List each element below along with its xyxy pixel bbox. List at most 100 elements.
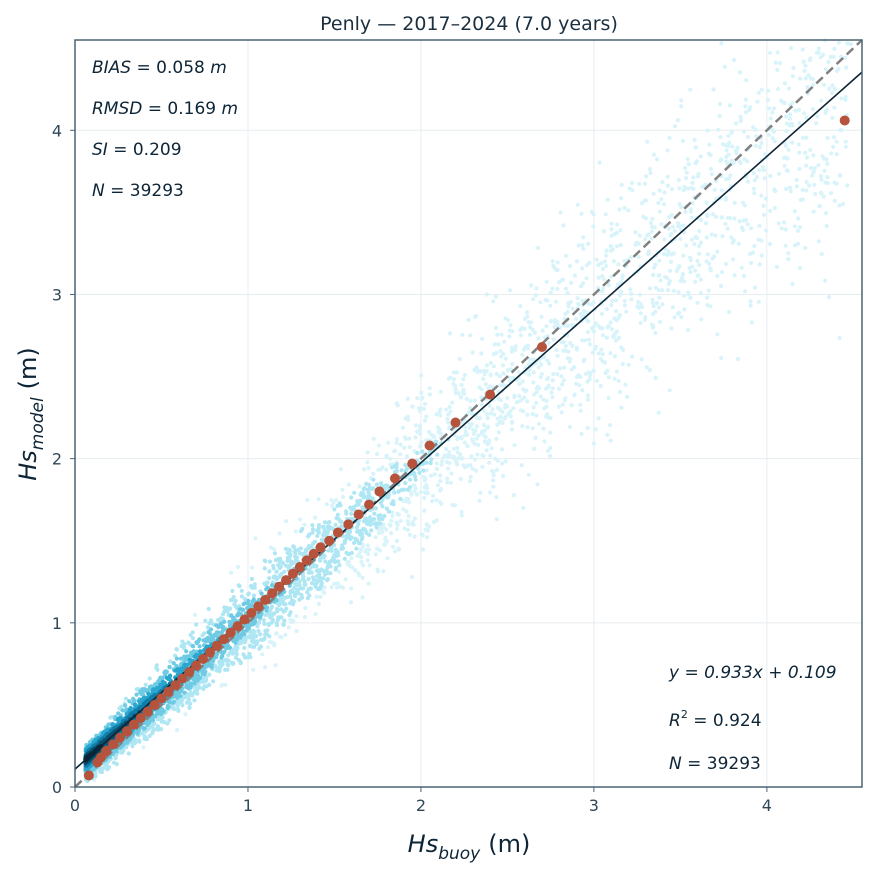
density-point	[611, 259, 617, 264]
density-point	[349, 556, 354, 561]
density-point	[499, 332, 504, 337]
density-point	[684, 170, 689, 175]
density-point	[371, 471, 376, 476]
density-point	[155, 667, 160, 672]
density-point	[612, 316, 617, 321]
density-point	[322, 520, 328, 525]
density-point	[690, 237, 695, 242]
density-point	[167, 718, 172, 723]
density-point	[656, 201, 661, 206]
density-point	[647, 286, 653, 291]
density-point	[495, 422, 500, 427]
density-point	[306, 534, 311, 539]
density-point	[727, 309, 732, 315]
density-point	[398, 442, 403, 447]
density-point	[767, 242, 773, 247]
density-point	[536, 336, 541, 341]
density-point	[704, 200, 709, 205]
density-point	[394, 465, 399, 470]
density-point	[770, 136, 775, 141]
density-point	[586, 241, 591, 246]
density-point	[845, 183, 850, 188]
density-point	[704, 235, 709, 240]
density-point	[311, 541, 316, 546]
density-point	[557, 366, 563, 371]
density-point	[557, 280, 562, 285]
density-point	[653, 330, 658, 336]
density-point	[628, 287, 633, 292]
density-point	[543, 386, 549, 391]
density-point	[822, 82, 827, 87]
density-point	[484, 448, 489, 453]
density-point	[745, 179, 751, 184]
density-point	[752, 243, 757, 249]
density-point	[416, 466, 421, 471]
density-point	[348, 600, 353, 605]
density-point	[751, 125, 756, 130]
density-point	[654, 301, 660, 306]
density-point	[749, 260, 754, 266]
density-point	[184, 682, 189, 687]
density-point	[445, 480, 450, 485]
density-point	[609, 327, 615, 332]
density-point	[375, 567, 380, 572]
density-point	[570, 306, 575, 311]
density-point	[449, 454, 455, 459]
density-point	[470, 466, 475, 471]
density-point	[831, 144, 836, 149]
density-point	[759, 253, 764, 258]
density-point	[438, 413, 443, 418]
density-point	[420, 547, 425, 552]
density-point	[560, 402, 565, 407]
density-point	[729, 235, 734, 240]
density-point	[719, 41, 724, 46]
density-point	[653, 375, 658, 380]
density-point	[759, 87, 764, 92]
density-point	[507, 288, 513, 293]
density-point	[549, 390, 554, 395]
density-point	[550, 378, 555, 383]
density-point	[340, 543, 345, 548]
density-point	[321, 589, 326, 595]
density-point	[652, 225, 657, 230]
density-point	[407, 477, 413, 482]
density-point	[435, 452, 440, 457]
density-point	[830, 90, 835, 96]
density-point	[418, 426, 423, 431]
density-point	[659, 222, 664, 227]
density-point	[591, 329, 597, 334]
density-point	[754, 175, 760, 180]
density-point	[719, 355, 724, 360]
density-point	[363, 547, 368, 552]
density-point	[832, 105, 837, 110]
density-point	[446, 376, 451, 381]
density-point	[640, 304, 645, 309]
density-point	[737, 219, 742, 224]
density-point	[459, 509, 464, 514]
density-point	[488, 453, 493, 458]
density-point	[229, 598, 235, 603]
density-point	[726, 176, 732, 181]
density-point	[569, 367, 574, 372]
density-point	[499, 447, 505, 452]
density-point	[752, 285, 758, 290]
density-point	[732, 58, 737, 63]
density-point	[453, 387, 458, 392]
density-point	[274, 621, 279, 626]
density-point	[776, 221, 781, 226]
density-point	[520, 352, 525, 357]
density-point	[787, 185, 793, 190]
density-point	[616, 262, 621, 267]
density-point	[534, 286, 539, 291]
density-point	[335, 581, 340, 586]
density-point	[491, 352, 496, 357]
density-point	[371, 436, 376, 441]
density-point	[531, 405, 536, 410]
density-point	[412, 534, 417, 539]
density-point	[574, 316, 579, 322]
density-point	[141, 725, 146, 731]
density-point	[292, 580, 297, 585]
density-point	[284, 519, 289, 524]
density-point	[839, 96, 844, 101]
density-point	[700, 184, 705, 189]
